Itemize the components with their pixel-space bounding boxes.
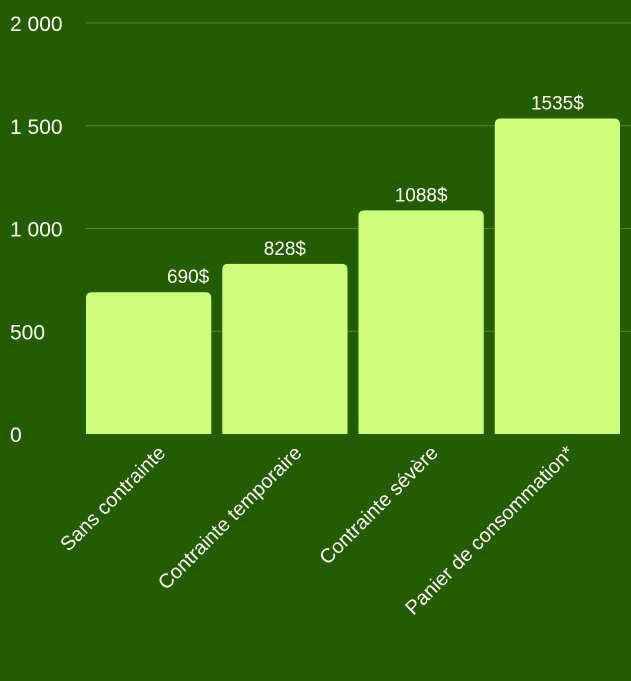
bar-2 — [222, 263, 348, 434]
bar-3 — [358, 210, 484, 434]
x-tick-label: Contrainte temporaire — [154, 442, 306, 594]
y-tick-label: 0 — [10, 424, 22, 447]
data-label: 1088$ — [395, 185, 448, 206]
x-tick-label: Contrainte sévère — [315, 442, 442, 569]
data-label: 828$ — [264, 239, 307, 260]
y-tick-label: 2 000 — [10, 13, 63, 36]
bar-1 — [86, 292, 212, 434]
data-label: 690$ — [167, 267, 210, 288]
x-tick-label: Sans contrainte — [56, 442, 170, 556]
y-tick-label: 1 500 — [10, 116, 63, 139]
bar-4 — [494, 118, 620, 435]
y-tick-label: 1 000 — [10, 219, 63, 242]
y-tick-label: 500 — [10, 321, 45, 344]
data-label: 1535$ — [531, 94, 584, 115]
